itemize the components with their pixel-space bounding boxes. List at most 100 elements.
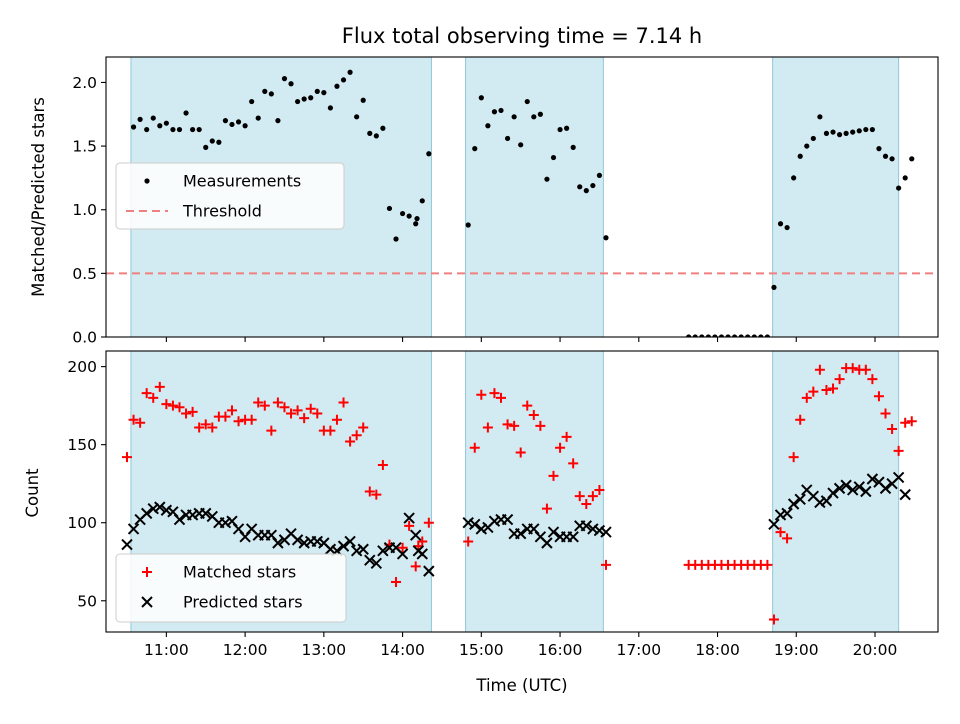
- matched-point: [834, 374, 845, 385]
- predicted-point: [899, 488, 911, 501]
- predicted-point: [567, 531, 579, 543]
- legend-box: [115, 553, 347, 623]
- matched-point: [482, 422, 493, 433]
- matched-point: [814, 364, 825, 375]
- predicted-point: [140, 507, 153, 520]
- measurement-point: [229, 121, 235, 128]
- measurement-point: [863, 126, 869, 133]
- observing-window-3: [772, 57, 900, 337]
- matched-point: [887, 424, 898, 435]
- measurement-point: [399, 210, 406, 217]
- matched-point: [305, 403, 316, 414]
- top-legend: Measurements Threshold: [115, 162, 345, 230]
- predicted-point: [501, 513, 514, 526]
- matched-point: [574, 491, 585, 502]
- matched-point: [187, 406, 198, 417]
- predicted-point: [147, 502, 159, 515]
- matched-point: [233, 416, 244, 427]
- measurement-point: [603, 235, 609, 241]
- matched-point: [581, 498, 592, 509]
- measurement-point: [419, 198, 425, 204]
- measurement-point: [163, 120, 169, 126]
- predicted-point: [514, 527, 527, 540]
- matched-point: [253, 397, 264, 408]
- matched-point: [207, 422, 218, 433]
- predicted-point: [866, 473, 879, 485]
- measurement-point: [758, 334, 764, 337]
- measurement-point: [738, 334, 744, 337]
- measurement-point: [275, 118, 281, 124]
- matched-point: [860, 364, 871, 375]
- matched-point: [509, 420, 520, 431]
- predicted-point: [357, 543, 369, 555]
- measurement-point: [570, 144, 576, 150]
- matched-point: [555, 442, 566, 453]
- measurement-point: [491, 109, 498, 115]
- predicted-point: [794, 493, 806, 506]
- measurement-point: [268, 91, 274, 97]
- measurement-point: [909, 156, 915, 162]
- matched-point: [828, 383, 839, 394]
- bottom-y-axis-label: Count: [23, 468, 42, 518]
- measurement-point: [327, 105, 334, 111]
- predicted-point: [827, 487, 839, 499]
- measurement-point: [157, 123, 163, 129]
- matched-point: [128, 414, 139, 425]
- predicted-point: [787, 498, 800, 510]
- matched-point: [847, 363, 858, 374]
- measurement-point: [485, 123, 491, 129]
- measurement-point: [393, 236, 399, 242]
- matched-point: [220, 411, 231, 422]
- predicted-point: [860, 485, 872, 498]
- matched-point: [279, 402, 290, 413]
- measurement-point: [281, 76, 288, 82]
- measurement-point: [137, 116, 143, 122]
- measurement-point: [518, 142, 524, 148]
- chart-title: Flux total observing time = 7.14 h: [342, 24, 702, 48]
- bottom-panel: 50 100 150 200 11:00 12:00 13:00 14:00 15:00 16:0…: [67, 350, 939, 659]
- top-y-tick-label: 0.5: [72, 265, 97, 283]
- predicted-point: [377, 545, 389, 557]
- matched-point: [246, 414, 257, 425]
- matched-point: [768, 614, 779, 625]
- measurement-point: [354, 114, 360, 120]
- matched-point: [397, 542, 408, 553]
- measurement-point: [836, 132, 843, 138]
- measurement-point: [764, 334, 770, 337]
- matched-point: [515, 447, 526, 458]
- predicted-point: [403, 512, 415, 524]
- measurement-point: [810, 135, 816, 142]
- matched-point: [141, 388, 152, 399]
- predicted-point: [475, 523, 488, 535]
- measurement-point: [176, 126, 183, 133]
- measurement-point: [216, 139, 222, 145]
- measurement-point: [222, 118, 229, 124]
- predicted-point: [781, 507, 793, 520]
- matched-point: [345, 436, 356, 447]
- measurement-point: [386, 205, 393, 212]
- top-y-tick-label: 1.5: [72, 138, 97, 156]
- measurement-point: [360, 97, 366, 103]
- measurement-point: [550, 154, 557, 161]
- measurement-point: [235, 119, 242, 125]
- matched-point: [587, 491, 598, 502]
- measurement-point: [465, 222, 471, 228]
- measurement-point: [856, 128, 862, 134]
- measurement-point: [380, 125, 386, 131]
- legend-predicted-marker: [141, 596, 153, 608]
- top-panel: 0.0 0.5 1.0 1.5 2.0 Measurements Threshold: [72, 56, 939, 347]
- predicted-point: [488, 515, 501, 527]
- measurement-point: [340, 77, 347, 83]
- predicted-point: [298, 537, 310, 549]
- matched-point: [299, 413, 310, 424]
- predicted-point: [127, 523, 140, 535]
- measurement-point: [414, 216, 420, 222]
- measurement-point: [144, 126, 150, 133]
- measurement-point: [771, 284, 777, 290]
- predicted-point: [219, 517, 232, 529]
- matched-point: [469, 442, 480, 453]
- matched-point: [331, 414, 342, 425]
- measurement-point: [406, 213, 412, 219]
- measurement-point: [699, 334, 705, 337]
